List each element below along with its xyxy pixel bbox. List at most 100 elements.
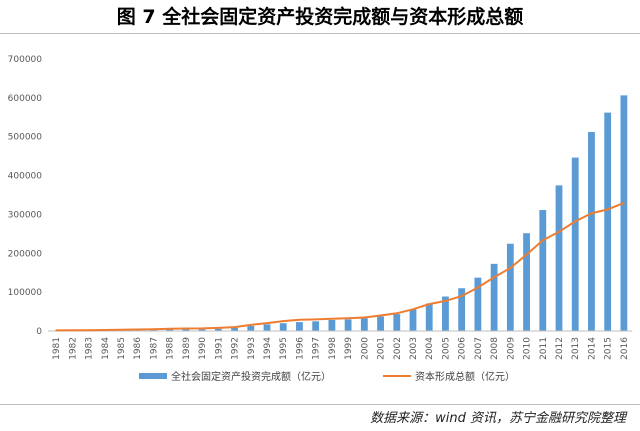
- x-tick-label: 1993: [247, 337, 257, 360]
- line-point: [201, 327, 203, 330]
- x-tick-label: 1991: [214, 337, 224, 360]
- line-point: [412, 308, 414, 311]
- x-tick-label: 2002: [393, 337, 403, 360]
- line-point: [590, 212, 593, 215]
- line-point: [525, 253, 528, 256]
- bar: [393, 314, 401, 331]
- x-tick-label: 2001: [377, 337, 387, 360]
- x-tick-label: 1981: [52, 337, 62, 360]
- x-tick-label: 1986: [133, 337, 143, 360]
- line-point: [120, 328, 122, 331]
- y-tick-label: 400000: [8, 172, 43, 182]
- bar: [506, 243, 514, 331]
- y-axis: 0 100000 200000 300000 400000 500000 600000 700…: [8, 55, 43, 337]
- line-point: [331, 318, 333, 320]
- x-tick-label: 1988: [166, 337, 176, 360]
- chart-title: 图 7 全社会固定资产投资完成额与资本形成总额: [116, 6, 524, 28]
- line-point: [509, 267, 512, 269]
- line-point: [217, 327, 220, 329]
- x-tick-label: 2013: [571, 337, 581, 360]
- line-point: [298, 319, 301, 321]
- line-point: [136, 328, 139, 331]
- line-point: [428, 303, 431, 305]
- x-tick-label: 1989: [182, 337, 192, 360]
- y-tick-label: 100000: [8, 288, 43, 298]
- x-tick-label: 1992: [231, 337, 241, 360]
- bar: [377, 316, 384, 331]
- line-point: [363, 316, 366, 319]
- line-point: [152, 328, 155, 331]
- line-point: [71, 329, 74, 332]
- line-point: [249, 324, 252, 326]
- line-point: [477, 286, 479, 289]
- bar-series: [52, 95, 628, 332]
- line-point: [103, 329, 106, 331]
- x-tick-label: 1983: [85, 337, 95, 360]
- line-point: [606, 208, 609, 211]
- x-tick-label: 1990: [198, 337, 208, 360]
- legend-label-line: 资本形成总额（亿元）: [415, 370, 515, 383]
- line-point: [314, 318, 317, 321]
- series-line: [56, 201, 625, 332]
- line-point: [460, 295, 463, 297]
- line-point: [347, 317, 349, 319]
- bar: [214, 328, 222, 331]
- line-point: [87, 329, 90, 332]
- x-tick-label: 2011: [539, 337, 549, 360]
- bar: [442, 296, 449, 331]
- x-tick-label: 2016: [620, 337, 630, 360]
- bar: [409, 309, 417, 331]
- x-tick-label: 2010: [523, 337, 533, 360]
- line-point: [379, 314, 382, 317]
- x-tick-label: 2006: [458, 337, 468, 360]
- x-tick-label: 1994: [263, 337, 273, 360]
- y-tick-label: 0: [36, 327, 42, 337]
- bar: [604, 112, 612, 331]
- x-tick-label: 1985: [117, 337, 127, 360]
- line-point: [282, 320, 285, 322]
- x-axis-labels: 1981 1982 1983 1984 1985 1986 1987 1988 1989 1990…: [52, 337, 630, 360]
- x-tick-label: 1982: [68, 337, 78, 360]
- bar: [166, 329, 174, 331]
- title-divider: [0, 33, 640, 34]
- bar: [474, 277, 482, 331]
- bar: [344, 319, 352, 331]
- bar: [571, 157, 579, 331]
- x-tick-label: 2007: [474, 337, 484, 360]
- x-tick-label: 1987: [149, 337, 159, 360]
- line-point: [233, 326, 236, 328]
- x-tick-label: 1997: [312, 337, 322, 360]
- bar: [458, 288, 466, 331]
- bar: [182, 329, 190, 331]
- bar: [555, 185, 563, 331]
- line-point: [541, 239, 544, 242]
- bar: [360, 318, 368, 331]
- bar: [523, 233, 530, 331]
- line-point: [266, 322, 268, 324]
- bar: [279, 323, 287, 331]
- bar: [328, 319, 336, 331]
- bar: [231, 327, 238, 331]
- bar: [539, 209, 547, 331]
- line-point: [574, 220, 577, 223]
- legend-label-bar: 全社会固定资产投资完成额（亿元）: [171, 370, 331, 383]
- x-tick-label: 2015: [604, 337, 614, 360]
- footer-divider: [0, 404, 640, 405]
- legend-swatch-bar: [139, 373, 167, 379]
- line-point: [185, 327, 187, 330]
- x-tick-label: 1984: [101, 337, 111, 360]
- x-tick-label: 1995: [279, 337, 289, 360]
- y-tick-label: 600000: [8, 94, 43, 104]
- bar: [588, 132, 595, 331]
- x-tick-label: 2000: [360, 337, 370, 360]
- y-tick-label: 700000: [8, 55, 43, 65]
- source-note: 数据来源：wind 资讯，苏宁金融研究院整理: [370, 411, 626, 426]
- bar: [247, 325, 255, 331]
- x-tick-label: 2014: [587, 337, 597, 360]
- line-point: [558, 231, 560, 233]
- bar: [296, 322, 303, 331]
- line-point: [168, 327, 171, 330]
- line-point: [444, 300, 447, 302]
- y-tick-label: 300000: [8, 210, 43, 220]
